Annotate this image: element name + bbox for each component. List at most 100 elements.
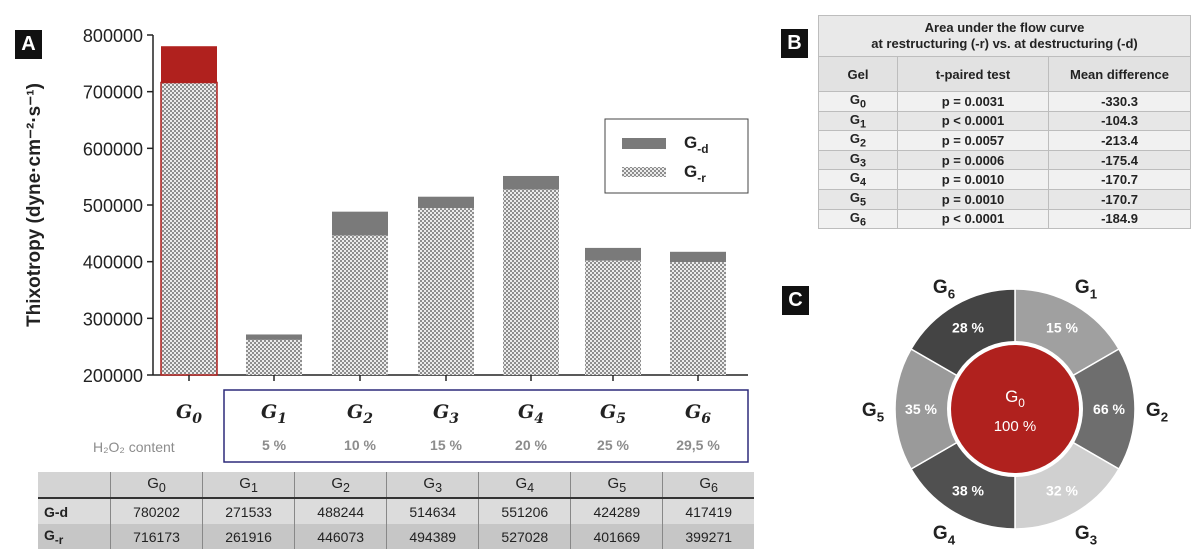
donut-center-label-sub: 0	[1018, 396, 1025, 410]
column-header-base: G	[331, 474, 344, 492]
bar-g-d	[161, 46, 217, 83]
legend-swatch-g-r	[622, 167, 666, 177]
ttest-gel-base: G	[849, 209, 861, 225]
ttest-gel-cell: G4	[818, 169, 898, 190]
column-header-sub: 3	[435, 480, 443, 495]
ttest-gel-base: G	[849, 150, 861, 166]
g-d-value-cell: 514634	[386, 497, 479, 524]
ttest-pvalue-cell: p < 0.0001	[897, 208, 1049, 230]
ttest-row: G4 p = 0.0010 -170.7	[818, 169, 1191, 190]
ttest-gel-sub: 4	[860, 176, 867, 189]
legend-box	[604, 118, 749, 194]
bar-g-d	[332, 211, 388, 236]
donut-center-value: 100 %	[994, 418, 1037, 435]
h2o2-value: 29,5 %	[676, 437, 720, 453]
column-header-sub: 0	[158, 480, 166, 495]
ttest-diff-cell: -175.4	[1048, 149, 1191, 171]
data-table-column-header: G6	[662, 472, 754, 498]
bar-g-r	[160, 81, 218, 376]
ttest-gel-sub: 3	[860, 157, 867, 170]
ttest-gel-base: G	[849, 111, 861, 127]
thixotropy-data-table: G0 G1 G2 G3 G4 G5 G6 G-d 780202 271533 488244 5146…	[38, 472, 754, 549]
row-label-g-d: G-d	[38, 497, 111, 524]
panel-letter-c: C	[782, 286, 809, 315]
y-tick-label: 400000	[83, 253, 143, 273]
ttest-table: Area under the flow curve at restructuri…	[818, 15, 1191, 230]
y-tick-label: 800000	[83, 26, 143, 46]
ttest-diff-cell: -170.7	[1048, 169, 1191, 190]
x-tick-label-sub: 0	[192, 411, 202, 427]
bar-g-r	[332, 235, 388, 375]
donut-slice-value: 38 %	[952, 482, 984, 498]
donut-slice-label-base: G	[933, 277, 948, 298]
column-header-base: G	[239, 474, 251, 492]
x-tick-label-sub: 1	[277, 411, 287, 427]
ttest-gel-cell: G0	[818, 91, 898, 112]
data-table-column-header: G5	[570, 472, 663, 498]
bar-g-r	[503, 189, 559, 375]
column-header-sub: 5	[619, 480, 627, 495]
ttest-row: G6 p < 0.0001 -184.9	[818, 208, 1191, 230]
ttest-row: G5 p = 0.0010 -170.7	[818, 188, 1191, 210]
legend-label-g-d-base: G	[684, 133, 697, 152]
row-label-g-r-sub: -r	[54, 533, 64, 547]
donut-slice-label-sub: 6	[948, 287, 955, 302]
ttest-gel-sub: 5	[860, 196, 867, 209]
ttest-diff-cell: -213.4	[1048, 130, 1191, 151]
h2o2-value: 25 %	[597, 437, 629, 453]
x-tick-label-base: G	[685, 401, 701, 423]
column-header-base: G	[699, 474, 712, 492]
row-label-g-r-base: G	[44, 526, 55, 543]
ttest-diff-cell: -104.3	[1048, 110, 1191, 132]
y-tick-label: 700000	[83, 83, 143, 103]
donut-center-label: G0	[1005, 387, 1025, 410]
x-tick-label: G4	[518, 401, 544, 427]
column-header-sub: 1	[250, 480, 258, 495]
x-tick-label-sub: 5	[616, 411, 626, 427]
legend-label-g-r-base: G	[684, 162, 697, 181]
data-table-column-header: G1	[202, 472, 295, 498]
ttest-gel-sub: 1	[860, 118, 867, 131]
y-tick-label: 500000	[83, 196, 143, 216]
ttest-diff-cell: -330.3	[1048, 91, 1191, 112]
x-tick-label: G0	[176, 401, 202, 427]
donut-slice-label-sub: 1	[1090, 287, 1098, 302]
ttest-title-line1: Area under the flow curve	[924, 20, 1085, 35]
ttest-row: G2 p = 0.0057 -213.4	[818, 130, 1191, 151]
h2o2-label: H₂O₂ content	[93, 439, 175, 455]
g-r-value-cell: 716173	[109, 524, 203, 549]
g-r-value-cell: 527028	[478, 524, 571, 549]
data-table-column-header: G2	[294, 472, 387, 498]
ttest-header-test: t-paired test	[897, 56, 1049, 92]
data-table-corner	[38, 472, 111, 498]
donut-slice-label-sub: 3	[1090, 533, 1097, 548]
bar-g-d	[503, 175, 559, 190]
ttest-pvalue-cell: p = 0.0057	[897, 130, 1049, 151]
ttest-gel-base: G	[849, 131, 861, 147]
g-d-value-cell: 488244	[294, 497, 387, 524]
column-header-sub: 6	[711, 480, 718, 495]
x-tick-label: G5	[600, 401, 626, 427]
panel-letter-a: A	[15, 30, 42, 59]
column-header-sub: 4	[527, 480, 535, 495]
x-tick-label: G6	[685, 401, 711, 427]
x-tick-label-sub: 6	[701, 411, 711, 427]
donut-slice-label-base: G	[862, 400, 877, 421]
donut-slice-label: G2	[1146, 400, 1168, 425]
ttest-gel-sub: 6	[860, 216, 867, 229]
donut-slice-label-base: G	[1075, 277, 1090, 298]
x-tick-label-base: G	[347, 401, 363, 423]
donut-slice-value: 15 %	[1046, 320, 1078, 336]
x-tick-label: G2	[347, 401, 373, 427]
bar-g-r	[418, 208, 474, 375]
donut-slice-value: 28 %	[952, 320, 984, 336]
h2o2-value: 10 %	[344, 437, 376, 453]
donut-slice-label-base: G	[933, 523, 948, 544]
ttest-header-diff: Mean difference	[1048, 56, 1191, 92]
column-header-sub: 2	[343, 480, 350, 495]
ttest-gel-cell: G1	[818, 110, 898, 132]
y-axis-title: Thixotropy (dyne·cm⁻²·s⁻¹)	[24, 83, 45, 327]
x-tick-label-base: G	[600, 401, 616, 423]
bar-g-r	[670, 262, 726, 375]
